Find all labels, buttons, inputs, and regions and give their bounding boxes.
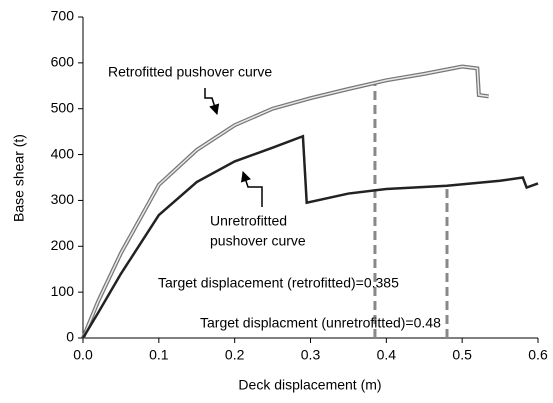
x-tick-label: 0.4 bbox=[377, 347, 397, 363]
x-axis-label: Deck displacement (m) bbox=[238, 377, 381, 393]
y-tick-label: 700 bbox=[51, 8, 75, 24]
series-line bbox=[81, 64, 489, 339]
target-label: Target displacement (retrofitted)=0.385 bbox=[158, 275, 399, 291]
target-label: Target displacment (unretrofitted)=0.48 bbox=[200, 315, 441, 331]
y-tick-label: 400 bbox=[51, 145, 75, 161]
x-tick-label: 0.3 bbox=[301, 347, 321, 363]
y-tick-label: 500 bbox=[51, 99, 75, 115]
y-tick-label: 0 bbox=[66, 329, 74, 345]
series-line bbox=[81, 134, 539, 339]
x-tick-label: 0.0 bbox=[73, 347, 93, 363]
y-tick-label: 100 bbox=[51, 283, 75, 299]
arrow bbox=[241, 171, 263, 207]
x-tick-label: 0.5 bbox=[452, 347, 472, 363]
y-tick-label: 600 bbox=[51, 54, 75, 70]
series-line-inner bbox=[82, 65, 489, 339]
annotation: pushover curve bbox=[210, 233, 306, 249]
annotation: Unretrofitted bbox=[210, 213, 287, 229]
y-axis-label: Base shear (t) bbox=[11, 134, 27, 222]
y-tick-label: 200 bbox=[51, 237, 75, 253]
y-tick-label: 300 bbox=[51, 191, 75, 207]
x-tick-label: 0.1 bbox=[149, 347, 169, 363]
x-tick-label: 0.6 bbox=[528, 347, 548, 363]
arrow bbox=[204, 88, 220, 116]
annotation: Retrofitted pushover curve bbox=[108, 64, 272, 80]
x-tick-label: 0.2 bbox=[225, 347, 245, 363]
